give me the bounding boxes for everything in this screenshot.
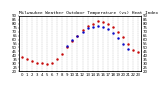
- Text: Milwaukee Weather Outdoor Temperature (vs) Heat Index (Last 24 Hours): Milwaukee Weather Outdoor Temperature (v…: [19, 11, 160, 15]
